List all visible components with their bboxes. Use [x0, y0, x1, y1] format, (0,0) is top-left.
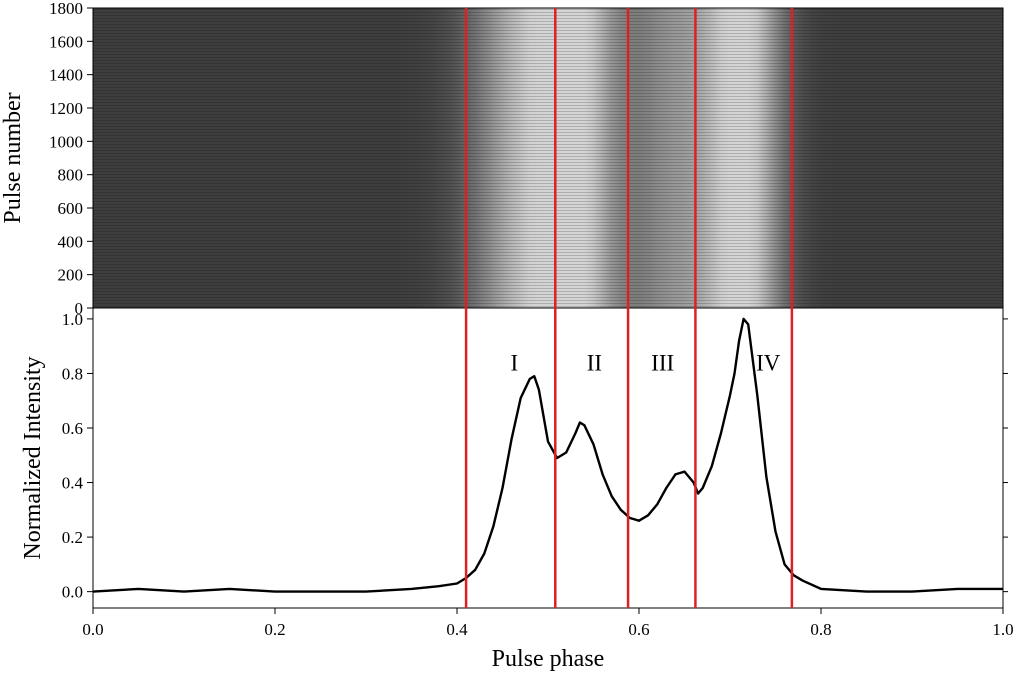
y-tick-label: 0.2 — [62, 528, 83, 547]
y-tick-label: 600 — [58, 199, 84, 218]
region-label: IV — [756, 351, 781, 376]
intensity-ticks: 0.0 0.2 0.4 0.6 0.8 1.0 — [62, 310, 1008, 602]
x-tick-label: 0.0 — [82, 620, 103, 639]
component-boundary-lines — [464, 8, 794, 608]
y-tick-label: 1400 — [49, 66, 83, 85]
x-tick-label: 0.6 — [628, 620, 649, 639]
y-tick-label: 0.6 — [62, 419, 83, 438]
y-tick-label: 800 — [58, 166, 84, 185]
x-tick-label: 0.4 — [446, 620, 468, 639]
y-tick-label: 1800 — [49, 0, 83, 18]
region-label: III — [651, 351, 674, 376]
x-tick-label: 0.8 — [810, 620, 831, 639]
pulse-number-ticks: 0 200 400 600 800 1000 1200 1400 1600 1800 — [49, 0, 93, 318]
y-tick-label: 1200 — [49, 99, 83, 118]
pulse-phase-ticks: 0.0 0.2 0.4 0.6 0.8 1.0 — [82, 608, 1014, 639]
profile-frame — [92, 307, 1004, 609]
y-tick-label: 1000 — [49, 132, 83, 151]
y-tick-label: 0.4 — [62, 474, 84, 493]
y-tick-label: 0.0 — [62, 583, 83, 602]
profile-line — [92, 317, 1003, 593]
y-tick-label: 0.8 — [62, 364, 83, 383]
y-tick-label: 400 — [58, 232, 84, 251]
region-label: I — [510, 351, 518, 376]
pulse-number-axis-title: Pulse number — [0, 92, 26, 223]
intensity-axis-title: Normalized Intensity — [20, 356, 46, 559]
pulse-stack-texture — [93, 8, 1003, 308]
y-tick-label: 200 — [58, 266, 84, 285]
region-label: II — [587, 351, 602, 376]
y-tick-label: 0 — [75, 299, 84, 318]
x-tick-label: 0.2 — [264, 620, 285, 639]
y-tick-label: 1.0 — [62, 310, 83, 329]
region-labels: I II III IV — [510, 351, 780, 376]
y-tick-label: 1600 — [49, 32, 83, 51]
x-tick-label: 1.0 — [992, 620, 1013, 639]
pulse-stack-panel: 0 200 400 600 800 1000 1200 1400 1600 1800 Pulse … — [0, 0, 1004, 318]
pulse-phase-axis-title: Pulse phase — [492, 646, 605, 672]
